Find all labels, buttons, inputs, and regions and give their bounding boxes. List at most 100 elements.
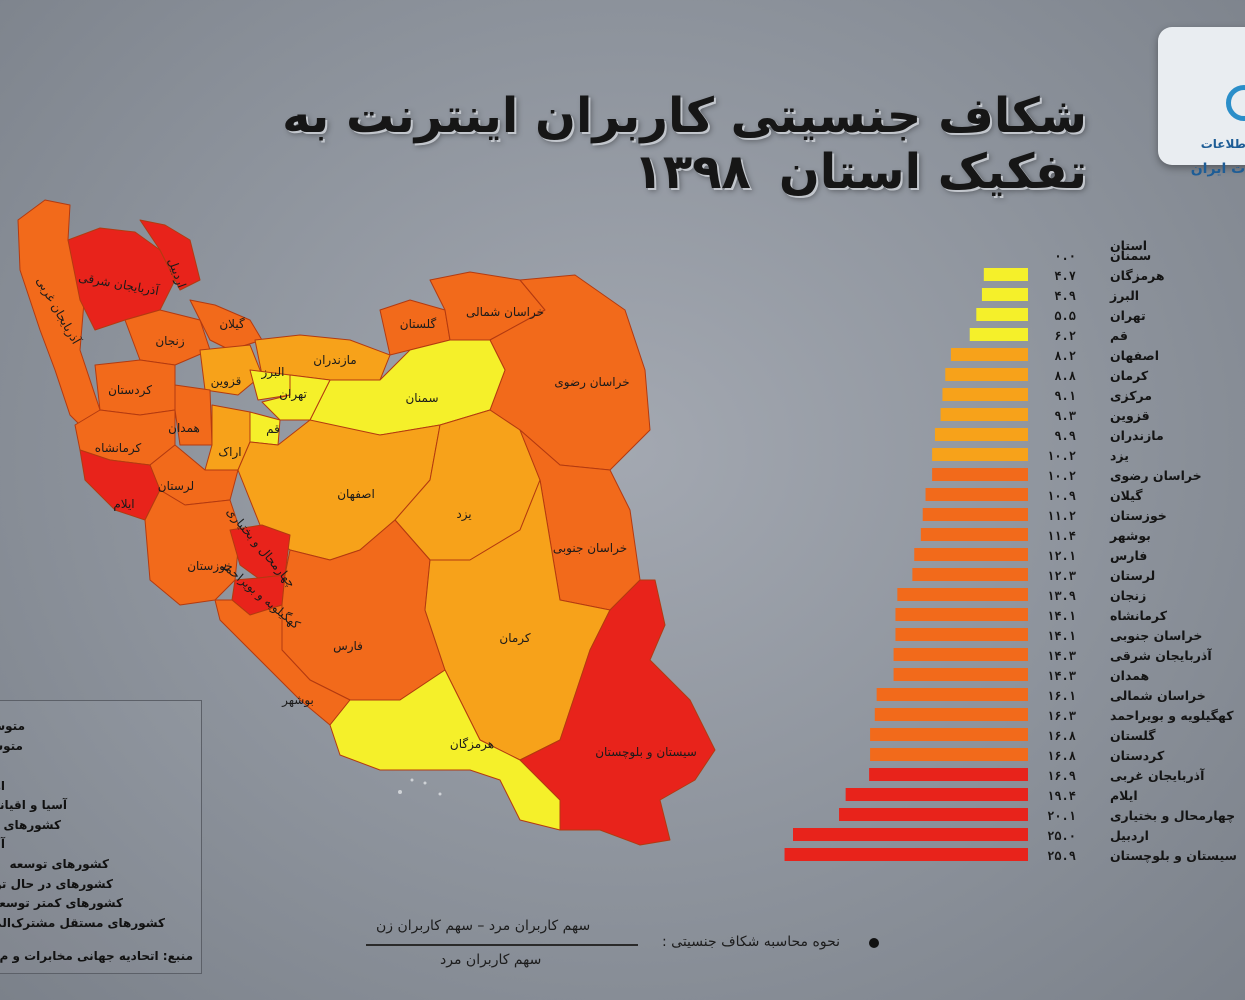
province-east-azarbaijan xyxy=(67,227,176,331)
bar-value-label: ۹.۳ xyxy=(1054,409,1076,423)
bullet-icon xyxy=(869,938,879,948)
bar-value-label: ۱۳.۹ xyxy=(1047,589,1076,603)
map-label-isfahan: اصفهان xyxy=(337,487,375,501)
bar xyxy=(945,368,1028,381)
formula-numerator: سهم کاربران مرد – سهم کاربران زن xyxy=(376,918,591,934)
legend-item: کشورهای xyxy=(3,818,61,832)
logo-card: اطلاعات ات ایران xyxy=(1158,27,1245,177)
map-label-hamadan: همدان xyxy=(168,421,200,435)
legend-item: آ xyxy=(0,837,5,851)
bar-category-label: البرز xyxy=(1109,288,1139,303)
legend-item: آسیا و اقیانو xyxy=(0,798,67,812)
bar-category-label: همدان xyxy=(1110,668,1149,683)
bar-category-label: خراسان جنوبی xyxy=(1110,628,1202,643)
province-sistan xyxy=(519,579,716,846)
bar-value-label: ۵.۵ xyxy=(1054,309,1076,323)
map-label-kurdistan: کردستان xyxy=(108,383,152,398)
bar-value-label: ۱۰.۲ xyxy=(1047,469,1076,483)
bar xyxy=(839,808,1028,821)
map-label-khuzestan: خوزستان xyxy=(187,559,233,574)
bar-category-label: سیستان و بلوچستان xyxy=(1110,848,1237,863)
legend-source: منبع: اتحادیه جهانی مخابرات و م xyxy=(0,949,193,963)
bar-value-label: ۲۰.۱ xyxy=(1047,809,1076,823)
province-khuzestan xyxy=(144,489,241,606)
bar xyxy=(876,688,1028,701)
bar-value-label: ۱۴.۳ xyxy=(1047,649,1076,663)
province-qazvin xyxy=(199,344,263,396)
bar-value-label: ۴.۹ xyxy=(1054,289,1076,303)
bar xyxy=(870,728,1028,741)
title-text: شکاف جنسیتی کاربران اینترنت به تفکیک است… xyxy=(282,88,1088,200)
legend-item: کشورهای کمتر توسعه xyxy=(0,896,123,910)
bar-value-label: ۱۶.۹ xyxy=(1047,769,1076,783)
bar-value-label: ۱۶.۸ xyxy=(1047,729,1076,743)
map-label-lorestan: لرستان xyxy=(158,479,194,494)
legend-item: متوسط ک xyxy=(0,719,25,733)
bar xyxy=(793,828,1028,841)
bar-category-label: لرستان xyxy=(1110,568,1155,583)
formula-denominator: سهم کاربران مرد xyxy=(440,952,542,968)
bar xyxy=(932,448,1028,461)
map-label-arak: اراک xyxy=(218,445,241,460)
map-label-qazvin: قزوین xyxy=(211,374,242,389)
bar-value-label: ۱۲.۳ xyxy=(1047,569,1076,583)
bar-value-label: ۱۹.۴ xyxy=(1047,789,1076,803)
bar-value-label: ۱۱.۲ xyxy=(1047,509,1076,523)
formula-title: نحوه محاسبه شکاف جنسیتی : xyxy=(662,934,841,950)
map-label-qom: قم xyxy=(266,422,280,436)
bar-category-label: گیلان xyxy=(1110,488,1143,503)
bar-category-label: ایلام xyxy=(1110,788,1138,804)
bar xyxy=(932,468,1028,481)
bar xyxy=(874,708,1028,721)
legend-item: متوسط xyxy=(0,739,23,753)
bar-category-label: خراسان رضوی xyxy=(1110,468,1202,483)
bar xyxy=(950,348,1028,361)
bar-category-label: زنجان xyxy=(1110,588,1146,603)
bar xyxy=(942,388,1028,401)
bar xyxy=(869,768,1028,781)
map-label-sistan: سیستان و بلوچستان xyxy=(595,745,697,760)
bar-category-label: کرمانشاه xyxy=(1110,608,1168,623)
bar-category-label: اصفهان xyxy=(1110,348,1159,363)
bar-value-label: ۴.۷ xyxy=(1054,269,1076,283)
legend-panel: متوسط ک متوسط اه آسیا و اقیانو کشورهای آ… xyxy=(0,700,202,974)
bar-category-label: تهران xyxy=(1110,308,1146,323)
bar-category-label: آذربایجان شرقی xyxy=(1110,648,1212,663)
bar-category-label: اردبیل xyxy=(1110,828,1149,843)
bar xyxy=(893,648,1028,661)
bar xyxy=(920,528,1028,541)
bar-category-label: مرکزی xyxy=(1110,388,1152,403)
bar-value-label: ۸.۸ xyxy=(1054,369,1076,383)
map-label-yazd: یزد xyxy=(456,507,471,522)
bar xyxy=(895,608,1028,621)
bar-category-label: آذربایجان غربی xyxy=(1110,768,1205,783)
bar-category-label: قزوین xyxy=(1110,408,1150,423)
province-hormozgan xyxy=(329,669,561,831)
title-year: ۱۳۹۸ xyxy=(633,144,752,200)
bar-value-label: ۹.۹ xyxy=(1054,429,1076,443)
legend-item: کشورهای در حال تو xyxy=(0,877,113,891)
bar xyxy=(914,548,1028,561)
bar-value-label: ۱۰.۹ xyxy=(1047,489,1076,503)
map-label-south-khorasan: خراسان جنوبی xyxy=(553,541,627,556)
bar xyxy=(784,848,1028,861)
bar-value-label: ۲۵.۰ xyxy=(1047,829,1076,843)
bar-value-label: ۱۴.۱ xyxy=(1047,609,1076,623)
legend-item: اه xyxy=(0,779,5,793)
page-title: شکاف جنسیتی کاربران اینترنت به تفکیک است… xyxy=(127,88,1088,200)
map-label-alborz: البرز xyxy=(260,365,284,380)
map-label-north-khorasan: خراسان شمالی xyxy=(466,305,544,320)
bar-value-label: ۱۴.۱ xyxy=(1047,629,1076,643)
bar-value-label: ۶.۲ xyxy=(1054,329,1076,343)
bar xyxy=(940,408,1028,421)
map-label-tehran: تهران xyxy=(279,387,307,402)
bar-category-label: کردستان xyxy=(1110,748,1165,763)
bar xyxy=(912,568,1028,581)
province-hamadan xyxy=(174,384,213,446)
bar xyxy=(922,508,1028,521)
bar xyxy=(895,628,1028,641)
bar xyxy=(897,588,1028,601)
map-label-razavi-khorasan: خراسان رضوی xyxy=(554,375,629,390)
map-label-mazandaran: مازندران xyxy=(313,353,356,368)
bar-category-label: کهگیلویه و بویراحمد xyxy=(1110,708,1234,723)
